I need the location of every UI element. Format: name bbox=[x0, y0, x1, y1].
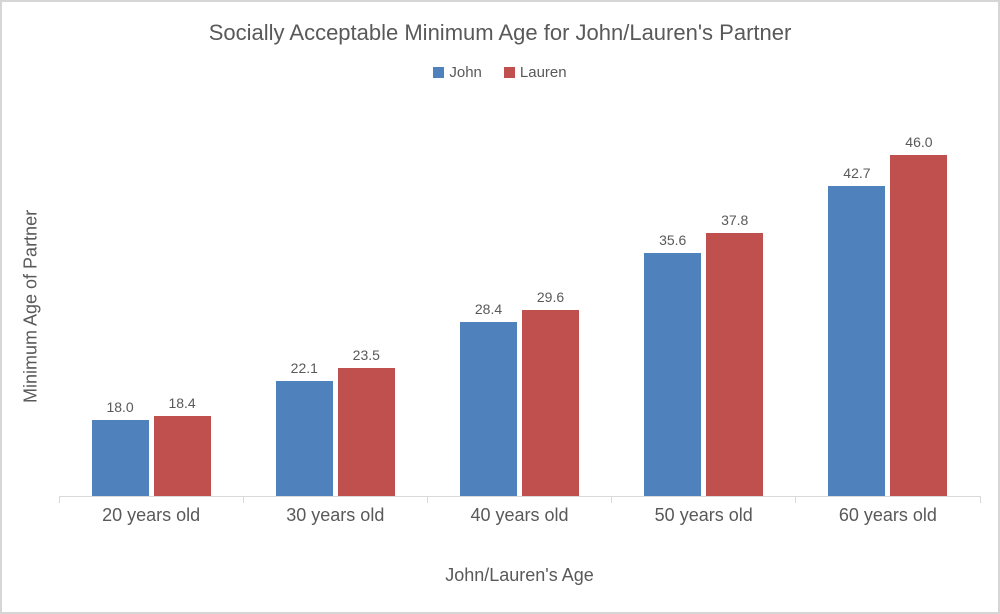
bar-group: 23.5 bbox=[337, 347, 395, 496]
value-label: 42.7 bbox=[843, 165, 871, 182]
bar-john bbox=[644, 253, 702, 496]
legend-swatch-lauren-icon bbox=[503, 67, 515, 78]
category-group: 28.4 29.6 bbox=[427, 117, 611, 496]
legend-label-john: John bbox=[449, 64, 482, 81]
bar-group: 22.1 bbox=[275, 360, 333, 496]
bar-lauren bbox=[522, 310, 579, 496]
legend-item-lauren: Lauren bbox=[503, 64, 567, 81]
x-tick-labels: 20 years old 30 years old 40 years old 50 y… bbox=[59, 505, 980, 526]
chart-title: Socially Acceptable Minimum Age for John… bbox=[208, 20, 792, 45]
bar-group: 28.4 bbox=[460, 301, 517, 496]
bar-john bbox=[828, 186, 886, 496]
x-tick-label: 60 years old bbox=[838, 505, 937, 525]
y-axis-title: Minimum Age of Partner bbox=[20, 209, 41, 404]
x-tick-label: 30 years old bbox=[286, 505, 385, 525]
x-axis-tick bbox=[242, 496, 244, 503]
value-label: 18.0 bbox=[106, 399, 134, 416]
bar-lauren bbox=[706, 232, 764, 496]
value-label: 46.0 bbox=[905, 133, 933, 150]
x-axis-tick bbox=[611, 496, 613, 503]
value-label: 23.5 bbox=[352, 347, 380, 364]
bar-group: 37.8 bbox=[706, 211, 764, 496]
legend-item-john: John bbox=[433, 64, 482, 81]
x-axis-tick bbox=[795, 496, 797, 503]
category-group: 22.1 23.5 bbox=[243, 117, 427, 496]
legend: John Lauren bbox=[2, 64, 998, 81]
value-label: 29.6 bbox=[536, 289, 565, 306]
x-axis-tick bbox=[426, 496, 428, 503]
bar-lauren bbox=[890, 154, 948, 496]
value-label: 28.4 bbox=[474, 300, 503, 317]
value-label: 18.4 bbox=[168, 395, 196, 412]
bar-group: 18.0 bbox=[91, 399, 149, 496]
bar-lauren bbox=[153, 416, 211, 496]
category-group: 18.0 18.4 bbox=[59, 117, 243, 496]
bar-lauren bbox=[337, 368, 395, 496]
plot-area: 18.0 18.4 22.1 23.5 28.4 29.6 35.6 37.8 42.7 46.0 bbox=[58, 117, 981, 503]
bar-group: 42.7 bbox=[828, 165, 886, 496]
legend-swatch-john-icon bbox=[433, 67, 445, 78]
x-axis-tick bbox=[58, 496, 60, 503]
bar-john bbox=[460, 321, 517, 496]
category-group: 35.6 37.8 bbox=[612, 117, 796, 496]
legend-label-lauren: Lauren bbox=[519, 64, 567, 81]
category-group: 42.7 46.0 bbox=[796, 117, 980, 496]
bar-group: 46.0 bbox=[890, 133, 948, 496]
x-tick-label: 50 years old bbox=[654, 505, 753, 525]
value-label: 22.1 bbox=[290, 360, 318, 377]
bar-group: 29.6 bbox=[522, 289, 579, 496]
x-axis-tick bbox=[979, 496, 981, 503]
x-axis-title: John/Lauren's Age bbox=[445, 565, 594, 585]
x-tick-label: 40 years old bbox=[470, 505, 569, 525]
bar-group: 35.6 bbox=[644, 232, 702, 496]
bar-john bbox=[275, 381, 333, 496]
bar-group: 18.4 bbox=[153, 395, 211, 496]
value-label: 35.6 bbox=[659, 232, 687, 249]
x-tick-label: 20 years old bbox=[102, 505, 201, 525]
bar-john bbox=[91, 420, 149, 496]
value-label: 37.8 bbox=[721, 211, 749, 228]
